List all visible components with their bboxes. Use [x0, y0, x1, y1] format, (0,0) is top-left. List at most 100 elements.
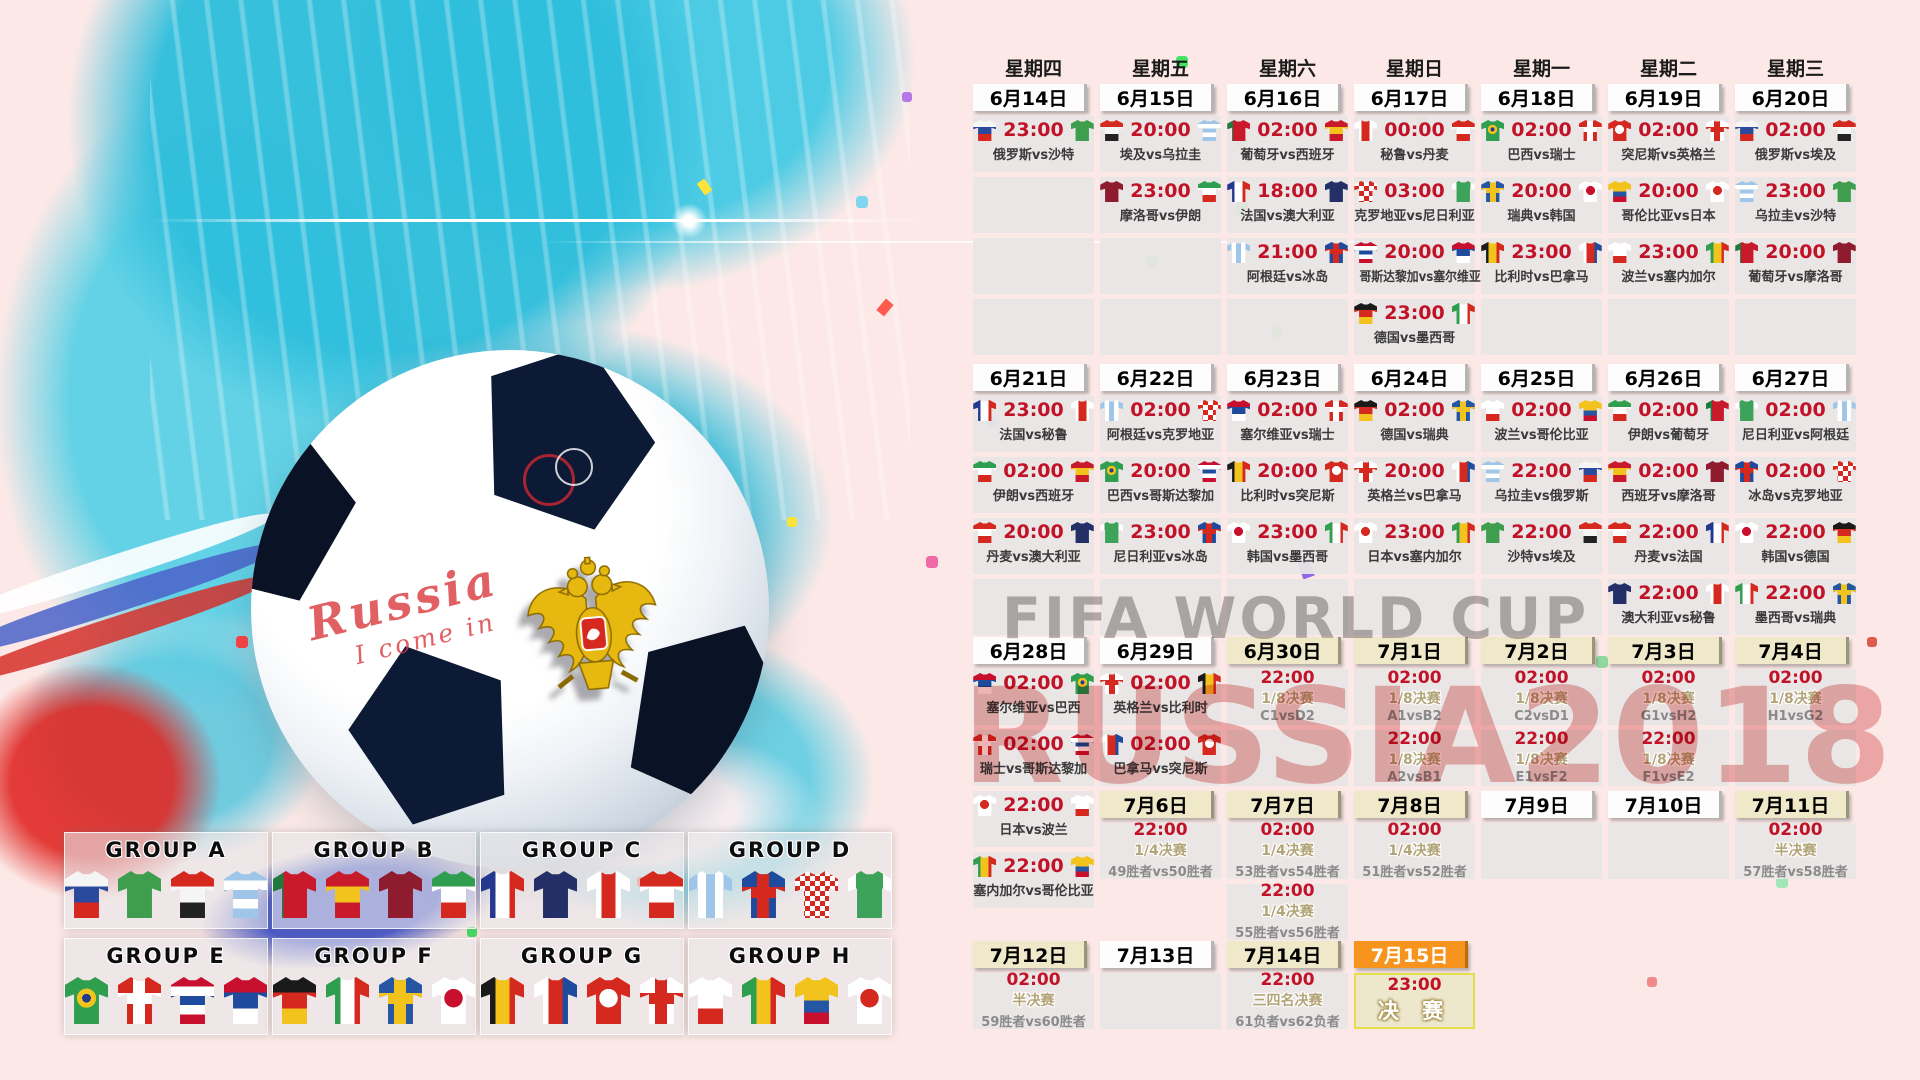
- match-time: 23:00: [1130, 180, 1191, 202]
- away-team-jersey-icon: [1451, 400, 1475, 421]
- group-team-jersey-icon: [224, 871, 267, 918]
- match-teams-label: 摩洛哥vs伊朗: [1119, 209, 1202, 224]
- away-team-jersey-icon: [1197, 461, 1221, 482]
- calendar-column: 7月4日 02:00 1/8决赛 H1vsG2 7月11日 02:00 半决赛 57胜者vs5…: [1735, 637, 1856, 880]
- match-cell: 23:00 法国vs秘鲁: [973, 396, 1094, 452]
- calendar-band-2: 6月21日 23:00 法国vs秘鲁 02:00 伊朗vs西班牙 20:00 丹麦vs澳大利…: [973, 364, 1856, 635]
- date-label: 6月27日: [1751, 368, 1830, 390]
- match-cell: 00:00 秘鲁vs丹麦: [1354, 116, 1475, 172]
- match-teams-label: 日本vs塞内加尔: [1367, 550, 1462, 565]
- match-teams-label: 巴拿马vs突尼斯: [1113, 762, 1208, 777]
- match-time: 02:00: [1260, 820, 1315, 840]
- match-time-row: 20:00: [1100, 116, 1221, 141]
- match-time: 20:00: [1384, 241, 1445, 263]
- match-teams-label: 韩国vs墨西哥: [1246, 550, 1329, 565]
- knockout-match-cell: 22:00 三四名决赛 61负者vs62负者: [1227, 972, 1348, 1030]
- match-cell: 20:00 哥伦比亚vs日本: [1608, 177, 1729, 233]
- home-team-jersey-icon: [1227, 242, 1251, 263]
- date-header: 6月14日: [973, 84, 1087, 111]
- match-teams-label: 埃及vs乌拉圭: [1119, 148, 1202, 163]
- date-header: 6月21日: [973, 364, 1087, 391]
- home-team-jersey-icon: [1354, 522, 1378, 543]
- calendar-column: 6月21日 23:00 法国vs秘鲁 02:00 伊朗vs西班牙 20:00 丹麦vs澳大利…: [973, 364, 1094, 635]
- away-team-jersey-icon: [1197, 120, 1221, 141]
- match-time: 20:00: [1130, 460, 1191, 482]
- match-cell: 02:00 塞尔维亚vs瑞士: [1227, 396, 1348, 452]
- empty-cell: [973, 299, 1094, 355]
- match-time-row: 02:00: [1354, 396, 1475, 421]
- group-team-jersey-icon: [65, 977, 108, 1024]
- match-cell: 22:00 日本vs波兰: [973, 791, 1094, 847]
- empty-cell: [1735, 730, 1856, 786]
- match-cell: 23:00 俄罗斯vs沙特: [973, 116, 1094, 172]
- away-team-jersey-icon: [1324, 461, 1348, 482]
- group-title: GROUP E: [106, 944, 226, 968]
- home-team-jersey-icon: [1608, 242, 1632, 263]
- away-team-jersey-icon: [1197, 734, 1221, 755]
- date-header: 7月3日: [1608, 637, 1722, 664]
- match-time-row: 02:00: [1100, 730, 1221, 755]
- match-time-row: 22:00: [1481, 518, 1602, 543]
- match-time: 02:00: [1003, 733, 1064, 755]
- match-teams-label: 墨西哥vs瑞典: [1754, 611, 1837, 626]
- group-title: GROUP C: [521, 838, 643, 862]
- group-team-jersey-icon: [326, 977, 369, 1024]
- group-team-jersey-icon: [534, 977, 577, 1024]
- match-time-row: 22:00: [973, 791, 1094, 816]
- empty-cell: [1227, 579, 1348, 635]
- away-team-jersey-icon: [1451, 181, 1475, 202]
- home-team-jersey-icon: [1608, 181, 1632, 202]
- calendar-column: 6月24日 02:00 德国vs瑞典 20:00 英格兰vs巴拿马 23:00 日本vs塞内…: [1354, 364, 1475, 635]
- group-team-jerseys: [65, 871, 267, 918]
- match-teams-label: 克罗地亚vs尼日利亚: [1354, 209, 1475, 224]
- group-team-jersey-icon: [273, 977, 316, 1024]
- match-time: 22:00: [1511, 460, 1572, 482]
- match-time: 02:00: [1003, 672, 1064, 694]
- away-team-jersey-icon: [1832, 522, 1856, 543]
- stage-label: 1/8决赛: [1769, 691, 1822, 707]
- match-time: 23:00: [1765, 180, 1826, 202]
- match-cell: 02:00 俄罗斯vs埃及: [1735, 116, 1856, 172]
- match-cell: 20:00 丹麦vs澳大利亚: [973, 518, 1094, 574]
- match-time: 20:00: [1638, 180, 1699, 202]
- match-cell: 22:00 沙特vs埃及: [1481, 518, 1602, 574]
- home-team-jersey-icon: [1100, 734, 1124, 755]
- match-cell: 22:00 丹麦vs法国: [1608, 518, 1729, 574]
- away-team-jersey-icon: [1705, 583, 1729, 604]
- stage-label: 1/8决赛: [1642, 691, 1695, 707]
- date-label: 6月25日: [1497, 368, 1576, 390]
- match-time-row: 23:00: [973, 116, 1094, 141]
- knockout-match-cell: 02:00 1/4决赛 53胜者vs54胜者: [1227, 820, 1348, 880]
- calendar-column: 6月18日 02:00 巴西vs瑞士 20:00 瑞典vs韩国 23:00 比利时vs巴拿马: [1481, 84, 1602, 355]
- date-header: 6月16日: [1227, 84, 1341, 111]
- date-header: 6月22日: [1100, 364, 1214, 391]
- calendar-band-3: 6月28日 02:00 塞尔维亚vs巴西 02:00 瑞士vs哥斯达黎加 22:00 日本v…: [973, 637, 1856, 941]
- knockout-match-cell: 22:00 1/4决赛 55胜者vs56胜者: [1227, 883, 1348, 941]
- date-header: 7月15日: [1354, 941, 1468, 968]
- match-teams-label: 塞内加尔vs哥伦比亚: [973, 884, 1094, 899]
- home-team-jersey-icon: [973, 522, 997, 543]
- pairing-label: A2vsB1: [1387, 770, 1442, 785]
- match-time: 02:00: [1130, 672, 1191, 694]
- away-team-jersey-icon: [1832, 120, 1856, 141]
- group-title: GROUP H: [728, 944, 852, 968]
- home-team-jersey-icon: [1354, 120, 1378, 141]
- group-team-jersey-icon: [224, 977, 267, 1024]
- home-team-jersey-icon: [1735, 583, 1759, 604]
- final-match-cell: 23:00 决 赛: [1354, 973, 1475, 1029]
- match-cell: 23:00 波兰vs塞内加尔: [1608, 238, 1729, 294]
- date-label: 6月18日: [1497, 88, 1576, 110]
- home-team-jersey-icon: [1735, 242, 1759, 263]
- date-header: 7月1日: [1354, 637, 1468, 664]
- match-time: 02:00: [1006, 970, 1061, 990]
- match-time: 22:00: [1260, 668, 1315, 688]
- date-header: 6月17日: [1354, 84, 1468, 111]
- calendar-column: 6月27日 02:00 尼日利亚vs阿根廷 02:00 冰岛vs克罗地亚 22:00 韩国v…: [1735, 364, 1856, 635]
- home-team-jersey-icon: [1227, 461, 1251, 482]
- group-panel-f: GROUP F: [272, 938, 476, 1035]
- date-header: 6月25日: [1481, 364, 1595, 391]
- away-team-jersey-icon: [1324, 400, 1348, 421]
- match-teams-label: 比利时vs突尼斯: [1240, 489, 1335, 504]
- date-header: 7月10日: [1608, 791, 1722, 818]
- away-team-jersey-icon: [1070, 461, 1094, 482]
